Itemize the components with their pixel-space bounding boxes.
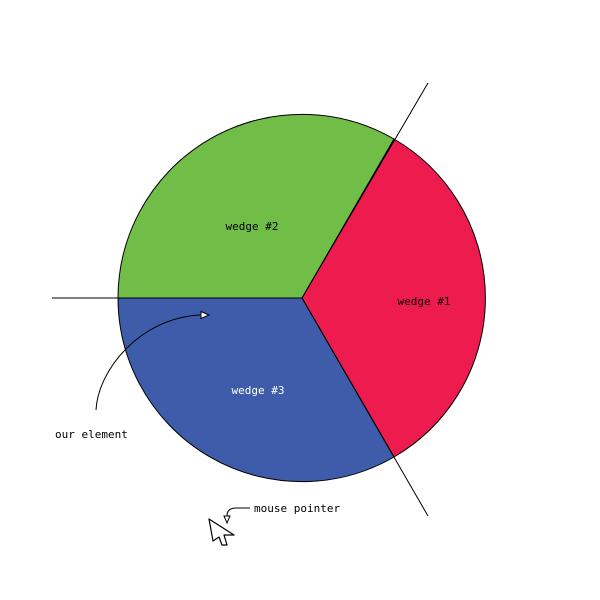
wedge-1-shape [301, 138, 486, 458]
pointer-annotation-leader [226, 507, 250, 517]
pointer-annotation-arrowhead [223, 515, 231, 525]
pointer-annotation-label: mouse pointer [254, 502, 340, 515]
mouse-pointer-icon [208, 518, 235, 546]
divider-line-upper-right [301, 82, 429, 299]
element-annotation-label: our element [55, 428, 128, 441]
wedge-3-shape [117, 297, 395, 483]
wedge-1-label: wedge #1 [398, 295, 451, 308]
element-arrow-head [200, 310, 211, 320]
element-arrow-curve [95, 314, 201, 411]
wedge-2-shape [117, 113, 395, 299]
divider-line-lower-right [301, 297, 429, 517]
wedge-3-label: wedge #3 [232, 384, 285, 397]
wedge-2-label: wedge #2 [226, 220, 279, 233]
